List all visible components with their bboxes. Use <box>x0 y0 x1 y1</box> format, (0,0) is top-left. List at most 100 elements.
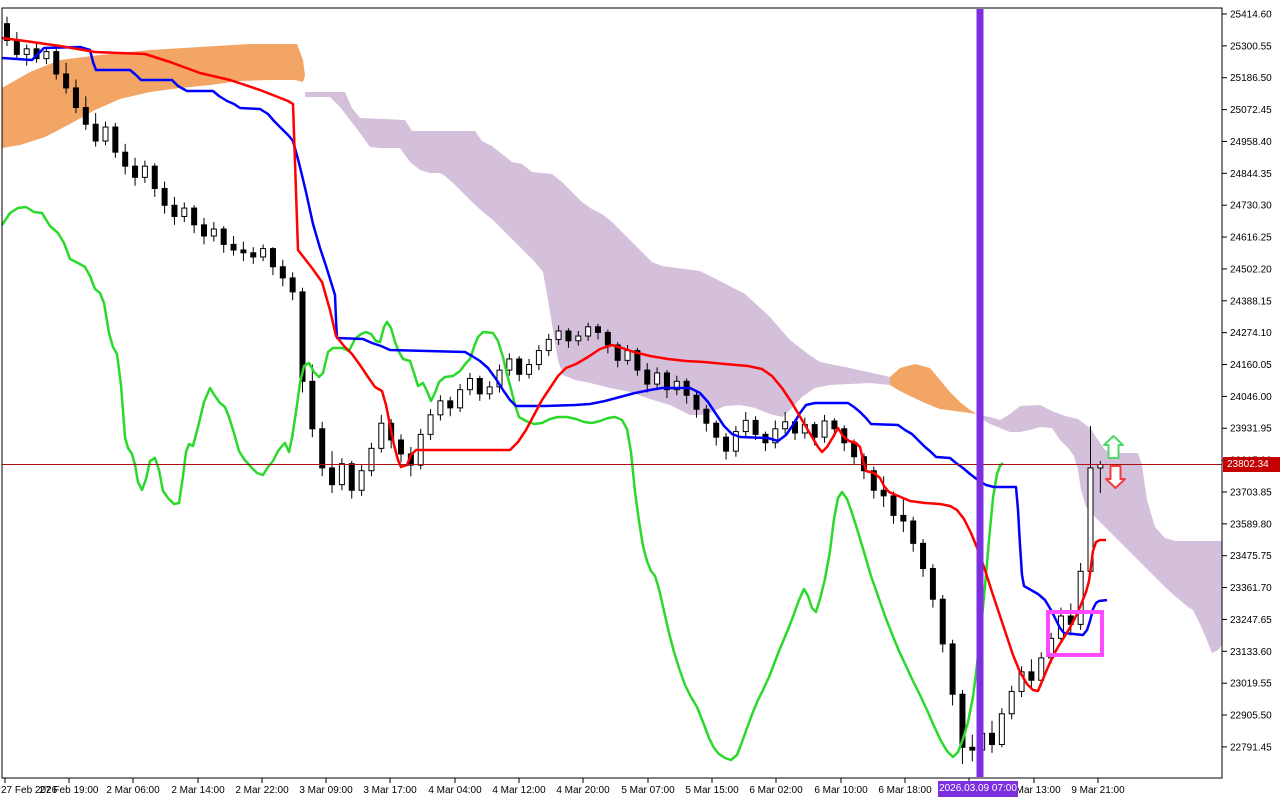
chikou-span-line <box>2 205 1004 762</box>
candle-body <box>191 207 198 226</box>
candle-body <box>43 51 50 60</box>
candle-body <box>63 73 70 89</box>
candle-body <box>4 23 10 41</box>
price-tick-label: 24274.10 <box>1230 328 1272 339</box>
candle-body <box>752 419 759 435</box>
candle-body <box>102 126 109 142</box>
candle-body <box>604 331 611 346</box>
candle-body <box>13 39 20 55</box>
vertical-line-object[interactable] <box>976 9 984 777</box>
price-tick-label: 23589.80 <box>1230 519 1272 530</box>
candle-body <box>900 514 907 522</box>
candle-body <box>486 386 493 395</box>
plot-border <box>1 7 1223 779</box>
candle-body <box>319 428 326 469</box>
candle-body <box>132 165 139 178</box>
candle-body <box>299 291 306 382</box>
candle-body <box>595 326 601 333</box>
candle-body <box>742 419 749 433</box>
time-tick-label: 3 Mar 17:00 <box>363 785 417 796</box>
candle-body <box>713 422 720 438</box>
candle-body <box>545 338 552 352</box>
candle-body <box>949 643 956 695</box>
candle-body <box>634 350 641 371</box>
price-tick-label: 24844.35 <box>1230 169 1272 180</box>
candle-body <box>141 165 148 178</box>
time-tick-label: 9 Mar 13:00 <box>1007 785 1061 796</box>
vertical-line-time-label: 2026.03.09 07:00 <box>938 781 1018 797</box>
price-tick-label: 25186.50 <box>1230 73 1272 84</box>
candle-body <box>821 420 828 438</box>
time-tick-label: 4 Mar 04:00 <box>428 785 482 796</box>
candle-body <box>368 447 375 472</box>
candle-body <box>555 330 562 340</box>
candle-body <box>535 350 542 366</box>
candle-body <box>23 48 30 55</box>
candle-body <box>1097 464 1104 469</box>
time-tick-label: 4 Mar 12:00 <box>492 785 546 796</box>
candle-body <box>959 693 966 748</box>
candle-body <box>929 567 936 600</box>
candle-body <box>210 228 217 237</box>
kijun-sen-line <box>2 45 1108 637</box>
price-tick-label: 23133.60 <box>1230 647 1272 658</box>
price-tick-label: 23475.75 <box>1230 551 1272 562</box>
candle-body <box>92 123 99 142</box>
candle-body <box>437 400 444 416</box>
candle-body <box>998 713 1005 746</box>
time-tick-label: 6 Mar 02:00 <box>749 785 803 796</box>
candle-body <box>476 378 483 395</box>
candle-body <box>732 431 739 452</box>
candle-body <box>880 489 887 497</box>
kumo-orange-small <box>890 364 977 414</box>
current-price-label: 23802.34 <box>1223 456 1280 472</box>
candle-body <box>329 467 336 486</box>
candle-body <box>181 207 188 217</box>
candle-body <box>673 380 680 391</box>
time-tick-label: 9 Mar 21:00 <box>1071 785 1125 796</box>
price-tick-label: 24160.05 <box>1230 360 1272 371</box>
price-tick-label: 24502.20 <box>1230 264 1272 275</box>
candle-body <box>378 422 385 449</box>
candle-body <box>427 414 434 435</box>
candle-body <box>230 243 237 251</box>
arrow-down-object[interactable] <box>1105 465 1126 489</box>
candle-body <box>112 126 119 153</box>
candle-body <box>260 248 267 258</box>
kumo-purple-right <box>979 405 1222 653</box>
plot-area[interactable] <box>2 9 1222 777</box>
candle-body <box>240 249 247 254</box>
candle-body <box>279 266 286 279</box>
candle-body <box>624 350 631 361</box>
kumo-orange-left <box>2 44 305 148</box>
time-tick-label: 2 Mar 22:00 <box>235 785 289 796</box>
price-tick-label: 24616.25 <box>1230 233 1272 244</box>
candle-body <box>654 372 661 385</box>
candle-body <box>870 470 877 491</box>
price-tick-label: 24046.00 <box>1230 392 1272 403</box>
candle-body <box>53 51 60 75</box>
price-tick-label: 23361.70 <box>1230 583 1272 594</box>
time-tick-label: 27 Feb 2026 <box>1 785 58 796</box>
candle-body <box>1018 671 1025 692</box>
candle-body <box>309 380 316 430</box>
candle-body <box>220 228 227 245</box>
candle-body <box>939 598 946 645</box>
candle-body <box>811 424 818 438</box>
tenkan-sen-line <box>2 36 1106 693</box>
candle-body <box>575 335 582 342</box>
price-tick-label: 25300.55 <box>1230 41 1272 52</box>
candle-body <box>466 378 473 391</box>
price-tick-label: 23931.95 <box>1230 424 1272 435</box>
price-tick-label: 24388.15 <box>1230 296 1272 307</box>
price-tick-label: 23019.55 <box>1230 679 1272 690</box>
candle-body <box>989 732 995 746</box>
candle-body <box>506 358 513 371</box>
price-axis: 25414.60 25300.55 25186.50 25072.45 24958.40… <box>1222 10 1272 753</box>
candle-body <box>447 400 454 409</box>
rectangle-object[interactable] <box>1046 610 1104 657</box>
candle-body <box>151 165 158 190</box>
arrow-up-object[interactable] <box>1103 435 1124 459</box>
